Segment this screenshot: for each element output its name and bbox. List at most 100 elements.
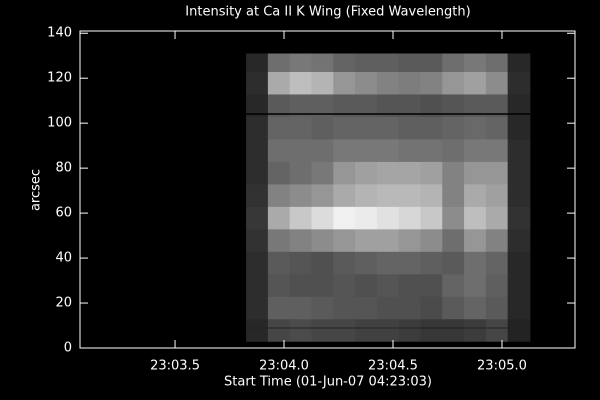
heatmap-cell — [442, 71, 465, 95]
heatmap-cell — [289, 273, 312, 297]
heatmap-cell — [267, 138, 291, 162]
heatmap-cell — [420, 206, 443, 230]
heatmap-cell — [398, 71, 421, 95]
heatmap-cell — [311, 318, 334, 342]
heatmap-cell — [485, 53, 509, 72]
heatmap-cell — [464, 228, 487, 252]
heatmap-cell — [289, 206, 312, 230]
heatmap-cell — [246, 183, 269, 207]
heatmap-cell — [376, 71, 400, 95]
heatmap-cell — [442, 116, 465, 140]
heatmap-cell — [246, 138, 269, 162]
heatmap-cell — [267, 251, 291, 275]
heatmap-cell — [507, 206, 531, 230]
heatmap-cell — [311, 273, 334, 297]
heatmap-cell — [398, 273, 421, 297]
heatmap-cell — [398, 53, 421, 72]
heatmap-cell — [355, 273, 378, 297]
heatmap-cell — [420, 183, 443, 207]
heatmap-cell — [376, 161, 400, 185]
heatmap-cell — [464, 296, 487, 320]
y-tick-label: 100 — [47, 116, 72, 131]
heatmap-cell — [507, 251, 531, 275]
y-tick-label: 60 — [55, 206, 72, 221]
heatmap-cell — [355, 228, 378, 252]
heatmap-cell — [507, 161, 531, 185]
heatmap-cell — [355, 161, 378, 185]
heatmap-cell — [333, 161, 356, 185]
heatmap-cell — [376, 251, 400, 275]
heatmap-cell — [267, 161, 291, 185]
y-tick-label: 80 — [55, 161, 72, 176]
heatmap-cell — [289, 296, 312, 320]
heatmap-cell — [485, 116, 509, 140]
heatmap-cell — [267, 53, 291, 72]
heatmap-cell — [355, 138, 378, 162]
heatmap-cell — [333, 71, 356, 95]
heatmap-cell — [333, 53, 356, 72]
heatmap-cell — [507, 53, 531, 72]
heatmap-cell — [464, 206, 487, 230]
heatmap-cell — [464, 53, 487, 72]
heatmap-cell — [311, 71, 334, 95]
heatmap-cell — [464, 183, 487, 207]
heatmap-cell — [420, 318, 443, 342]
heatmap-cell — [246, 251, 269, 275]
heatmap-cell — [398, 93, 421, 117]
heatmap-cell — [464, 273, 487, 297]
heatmap-cell — [333, 296, 356, 320]
heatmap-cell — [376, 273, 400, 297]
heatmap-cell — [442, 273, 465, 297]
heatmap-cell — [246, 206, 269, 230]
heatmap-cell — [485, 206, 509, 230]
heatmap-cell — [246, 53, 269, 72]
heatmap-cell — [376, 318, 400, 342]
x-tick-label: 23:04.5 — [368, 359, 418, 374]
heatmap-cell — [442, 53, 465, 72]
heatmap-cell — [311, 161, 334, 185]
heatmap-cell — [464, 116, 487, 140]
y-tick-label: 120 — [47, 71, 72, 86]
heatmap-cell — [246, 296, 269, 320]
heatmap-cell — [442, 228, 465, 252]
heatmap-cell — [376, 228, 400, 252]
heatmap-cell — [333, 183, 356, 207]
heatmap-cell — [376, 116, 400, 140]
heatmap-cell — [267, 206, 291, 230]
heatmap-cell — [420, 138, 443, 162]
heatmap-cell — [355, 296, 378, 320]
heatmap-cell — [442, 206, 465, 230]
x-tick-label: 23:03.5 — [150, 359, 200, 374]
heatmap-cell — [420, 251, 443, 275]
heatmap-cell — [289, 138, 312, 162]
heatmap-cell — [398, 228, 421, 252]
heatmap-cell — [376, 138, 400, 162]
heatmap-cell — [376, 53, 400, 72]
heatmap-cell — [246, 161, 269, 185]
heatmap-cell — [311, 183, 334, 207]
heatmap-cell — [355, 93, 378, 117]
heatmap-cell — [355, 183, 378, 207]
heatmap-cell — [333, 318, 356, 342]
heatmap-cell — [246, 318, 269, 342]
heatmap-cell — [507, 138, 531, 162]
heatmap-cell — [420, 93, 443, 117]
heatmap-cell — [398, 251, 421, 275]
heatmap-cell — [289, 93, 312, 117]
heatmap-cell — [289, 183, 312, 207]
plot-frame — [79, 30, 576, 349]
heatmap-cell — [246, 273, 269, 297]
heatmap-cell — [311, 228, 334, 252]
heatmap-cell — [507, 93, 531, 117]
heatmap-cell — [420, 53, 443, 72]
heatmap-cell — [267, 183, 291, 207]
heatmap-cell — [267, 93, 291, 117]
heatmap-cell — [376, 296, 400, 320]
heatmap-cell — [442, 93, 465, 117]
heatmap-cell — [246, 116, 269, 140]
heatmap-cell — [333, 116, 356, 140]
heatmap-cell — [464, 71, 487, 95]
heatmap-cell — [376, 93, 400, 117]
heatmap-cell — [311, 296, 334, 320]
